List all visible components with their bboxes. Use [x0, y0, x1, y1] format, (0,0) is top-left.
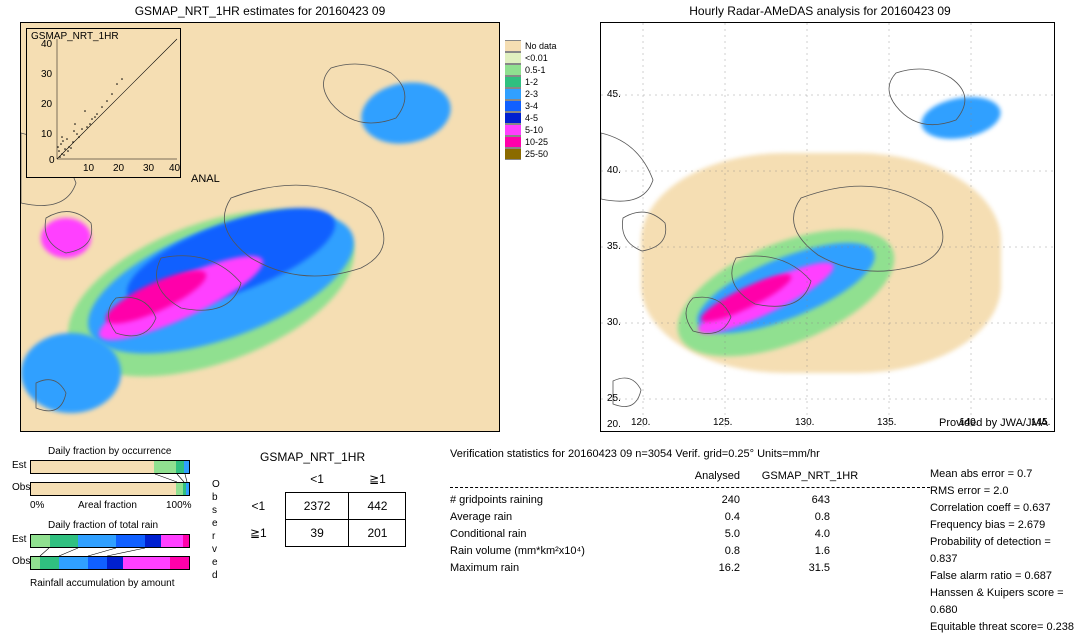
obs-label: Obs	[12, 556, 30, 567]
legend-row: 2-3	[505, 88, 557, 100]
observed-label: Observed	[212, 478, 220, 582]
verif-row: # gridpoints raining240643	[450, 492, 930, 509]
est-label: Est	[12, 460, 26, 471]
legend-row: <0.01	[505, 52, 557, 64]
lat-label: 25.	[607, 393, 621, 404]
metric-row: Correlation coeff = 0.637	[930, 500, 1080, 517]
legend-row: 25-50	[505, 148, 557, 160]
lat-label: 45.	[607, 89, 621, 100]
inset-x: 20	[113, 163, 124, 174]
inset-y: 10	[41, 129, 52, 140]
occ-est-bar	[30, 460, 190, 474]
inset-y: 20	[41, 99, 52, 110]
inset-x: 30	[143, 163, 154, 174]
cont-title: GSMAP_NRT_1HR	[260, 450, 365, 464]
lat-label: 30.	[607, 317, 621, 328]
rain-area	[356, 76, 455, 151]
legend-row: 10-25	[505, 136, 557, 148]
lat-label: 20.	[607, 419, 621, 430]
metric-row: Frequency bias = 2.679	[930, 517, 1080, 534]
rain-area	[918, 91, 1004, 144]
provided-by: Provided by JWA/JMA	[939, 417, 1048, 429]
rain-obs-bar	[30, 556, 190, 570]
verif-metrics: Mean abs error = 0.7RMS error = 2.0Corre…	[930, 466, 1080, 636]
lat-label: 40.	[607, 165, 621, 176]
verif-row: Rain volume (mm*km²x10⁴)0.81.6	[450, 543, 930, 560]
color-legend: No data<0.010.5-11-22-33-44-55-1010-2525…	[505, 40, 557, 160]
areal-label: Areal fraction	[78, 500, 137, 511]
legend-row: 4-5	[505, 112, 557, 124]
lon-label: 125.	[713, 417, 732, 428]
verif-row: Conditional rain5.04.0	[450, 526, 930, 543]
metric-row: False alarm ratio = 0.687	[930, 568, 1080, 585]
lat-label: 35.	[607, 241, 621, 252]
inset-y: 40	[41, 39, 52, 50]
obs-label: Obs	[12, 482, 30, 493]
inset-x: 40	[169, 163, 180, 174]
pct-label: 100%	[166, 500, 192, 511]
legend-row: No data	[505, 40, 557, 52]
metric-row: Mean abs error = 0.7	[930, 466, 1080, 483]
verif-row: Maximum rain16.231.5	[450, 560, 930, 577]
lon-label: 120.	[631, 417, 650, 428]
right-map: 45. 40. 35. 30. 25. 20. 120. 125. 130. 1…	[600, 22, 1055, 432]
accum-title: Rainfall accumulation by amount	[30, 578, 175, 589]
metric-row: Hanssen & Kuipers score = 0.680	[930, 585, 1080, 619]
legend-row: 0.5-1	[505, 64, 557, 76]
legend-row: 5-10	[505, 124, 557, 136]
metric-row: Probability of detection = 0.837	[930, 534, 1080, 568]
occ-obs-bar	[30, 482, 190, 496]
anal-label: ANAL	[191, 173, 220, 185]
inset-x: 10	[83, 163, 94, 174]
inset-y: 30	[41, 69, 52, 80]
left-map-title: GSMAP_NRT_1HR estimates for 20160423 09	[20, 4, 500, 18]
est-label: Est	[12, 534, 26, 545]
rain-area	[21, 333, 121, 413]
left-map: GSMAP_NRT_1HR 40 30 20 10 0 10	[20, 22, 500, 432]
rain-est-bar	[30, 534, 190, 548]
contingency-table: <1≧1 <12372442 ≧139201	[232, 466, 406, 547]
verif-header: Verification statistics for 20160423 09 …	[450, 446, 820, 463]
lon-label: 135.	[877, 417, 896, 428]
verif-table: Analysed GSMAP_NRT_1HR # gridpoints rain…	[450, 468, 930, 577]
scatter-inset: GSMAP_NRT_1HR 40 30 20 10 0 10	[26, 28, 181, 178]
metric-row: RMS error = 2.0	[930, 483, 1080, 500]
verif-row: Average rain0.40.8	[450, 509, 930, 526]
rain-title: Daily fraction of total rain	[48, 520, 158, 531]
metric-row: Equitable threat score= 0.238	[930, 619, 1080, 636]
lon-label: 130.	[795, 417, 814, 428]
legend-row: 3-4	[505, 100, 557, 112]
occ-title: Daily fraction by occurrence	[48, 446, 171, 457]
rain-area	[41, 218, 91, 258]
inset-y: 0	[49, 155, 55, 166]
legend-row: 1-2	[505, 76, 557, 88]
right-map-title: Hourly Radar-AMeDAS analysis for 2016042…	[580, 4, 1060, 18]
pct-label: 0%	[30, 500, 44, 511]
